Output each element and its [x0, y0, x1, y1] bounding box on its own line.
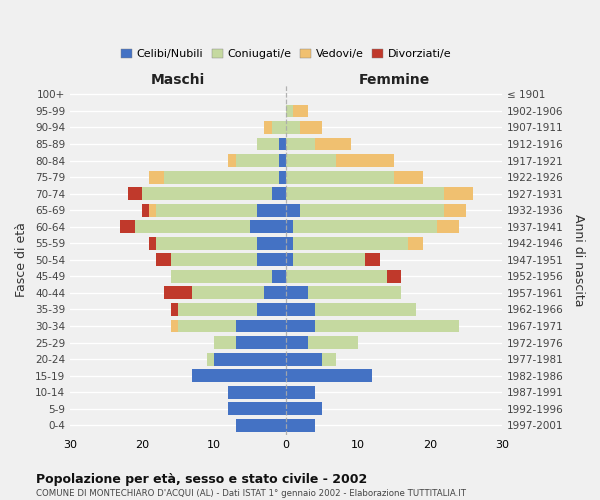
Bar [286, 104, 293, 118]
Bar [286, 121, 301, 134]
Bar [286, 204, 301, 216]
Bar [293, 237, 409, 250]
Bar [171, 254, 257, 266]
Bar [171, 303, 178, 316]
Bar [286, 138, 315, 150]
Bar [286, 220, 293, 233]
Bar [257, 138, 279, 150]
Bar [157, 237, 257, 250]
Text: Maschi: Maschi [151, 73, 205, 87]
Bar [229, 154, 236, 167]
Bar [236, 320, 286, 332]
Bar [236, 336, 286, 349]
Bar [286, 402, 322, 415]
Bar [279, 154, 286, 167]
Bar [315, 303, 416, 316]
Bar [214, 336, 236, 349]
Bar [178, 303, 257, 316]
Bar [286, 187, 445, 200]
Bar [164, 286, 193, 300]
Bar [409, 237, 423, 250]
Bar [286, 237, 293, 250]
Bar [157, 204, 257, 216]
Bar [207, 352, 214, 366]
Bar [286, 270, 387, 283]
Bar [257, 237, 286, 250]
Bar [149, 237, 157, 250]
Bar [257, 204, 286, 216]
Bar [445, 187, 473, 200]
Legend: Celibi/Nubili, Coniugati/e, Vedovi/e, Divorziati/e: Celibi/Nubili, Coniugati/e, Vedovi/e, Di… [116, 44, 456, 64]
Bar [337, 154, 394, 167]
Bar [315, 138, 351, 150]
Bar [365, 254, 380, 266]
Bar [229, 386, 286, 398]
Bar [265, 286, 286, 300]
Bar [250, 220, 286, 233]
Y-axis label: Fasce di età: Fasce di età [15, 222, 28, 298]
Bar [293, 254, 365, 266]
Bar [394, 170, 423, 183]
Bar [286, 386, 315, 398]
Bar [286, 254, 293, 266]
Bar [128, 187, 142, 200]
Bar [193, 369, 286, 382]
Bar [437, 220, 459, 233]
Bar [272, 187, 286, 200]
Bar [135, 220, 250, 233]
Bar [301, 121, 322, 134]
Bar [178, 320, 236, 332]
Bar [257, 254, 286, 266]
Text: Popolazione per età, sesso e stato civile - 2002: Popolazione per età, sesso e stato civil… [36, 472, 367, 486]
Bar [164, 170, 279, 183]
Text: COMUNE DI MONTECHIARO D'ACQUI (AL) - Dati ISTAT 1° gennaio 2002 - Elaborazione T: COMUNE DI MONTECHIARO D'ACQUI (AL) - Dat… [36, 489, 466, 498]
Bar [286, 336, 308, 349]
Bar [236, 419, 286, 432]
Bar [149, 170, 164, 183]
Bar [286, 320, 315, 332]
Bar [272, 121, 286, 134]
Bar [286, 154, 337, 167]
Bar [286, 369, 373, 382]
Bar [286, 303, 315, 316]
Bar [293, 104, 308, 118]
Bar [308, 336, 358, 349]
Bar [301, 204, 445, 216]
Bar [142, 204, 149, 216]
Bar [322, 352, 337, 366]
Bar [286, 170, 394, 183]
Bar [214, 352, 286, 366]
Bar [279, 138, 286, 150]
Bar [257, 303, 286, 316]
Bar [142, 187, 272, 200]
Bar [387, 270, 401, 283]
Y-axis label: Anni di nascita: Anni di nascita [572, 214, 585, 306]
Bar [286, 419, 315, 432]
Bar [171, 270, 272, 283]
Bar [315, 320, 459, 332]
Bar [265, 121, 272, 134]
Bar [272, 270, 286, 283]
Bar [171, 320, 178, 332]
Bar [279, 170, 286, 183]
Bar [286, 286, 308, 300]
Bar [308, 286, 401, 300]
Bar [293, 220, 437, 233]
Bar [236, 154, 279, 167]
Bar [157, 254, 171, 266]
Text: Femmine: Femmine [358, 73, 430, 87]
Bar [229, 402, 286, 415]
Bar [149, 204, 157, 216]
Bar [286, 352, 322, 366]
Bar [121, 220, 135, 233]
Bar [193, 286, 265, 300]
Bar [445, 204, 466, 216]
